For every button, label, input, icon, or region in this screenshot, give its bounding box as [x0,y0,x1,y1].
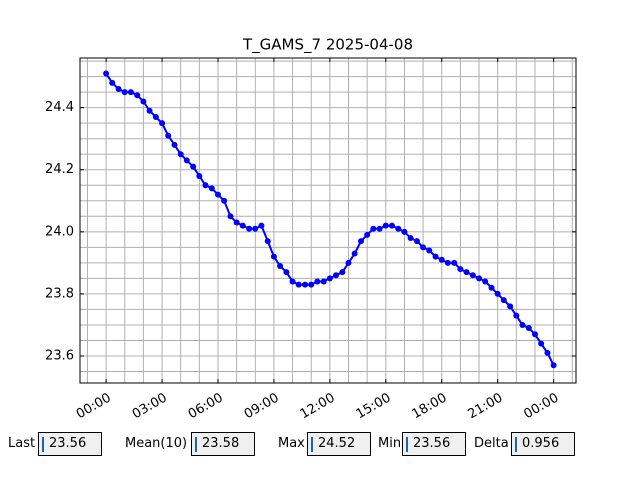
data-point [525,325,532,332]
y-tick-label: 23.6 [45,348,74,363]
data-point [351,250,358,257]
stat-value: 24.52 [307,432,371,456]
chart-title: T_GAMS_7 2025-04-08 [242,36,413,55]
data-point [519,321,526,328]
background [0,0,640,425]
data-point [401,228,408,235]
data-point [333,272,340,279]
data-point [233,219,240,226]
data-point [488,284,495,291]
data-point [382,222,389,229]
data-point [339,269,346,276]
data-point [146,107,153,114]
data-point [457,266,464,273]
stat-label: Mean(10) [125,436,188,451]
data-point [109,79,116,86]
data-point [544,349,551,356]
data-point [121,89,128,96]
data-point [202,182,209,189]
data-point [289,278,296,285]
data-point [364,231,371,238]
data-point [494,290,501,297]
stat-label: Min [378,436,402,451]
data-point [326,275,333,282]
data-point [171,141,178,148]
data-point [152,113,159,120]
data-point [283,269,290,276]
data-point [507,303,514,310]
data-point [463,269,470,276]
data-point [264,238,271,245]
data-point [239,222,246,229]
data-point [538,340,545,347]
data-point [444,259,451,266]
y-tick-label: 24.0 [45,224,74,239]
data-point [115,86,122,93]
data-point [320,278,327,285]
data-point [208,185,215,192]
stat-value: 23.56 [38,432,102,456]
data-point [438,256,445,263]
stat-label: Delta [474,436,509,451]
stat-label: Max [278,436,305,451]
data-point [165,132,172,139]
data-point [432,253,439,260]
data-point [227,213,234,220]
data-point [190,163,197,170]
data-point [159,120,166,127]
chart: T_GAMS_7 2025-04-08 23.6 23.8 24.0 24.2 24.4… [0,0,640,425]
data-point [550,362,557,369]
data-point [277,262,284,269]
data-point [258,222,265,229]
data-point [358,238,365,245]
y-tick-label: 24.4 [45,100,74,115]
data-point [314,278,321,285]
data-point [469,272,476,279]
data-point [308,281,315,288]
data-point [246,225,253,232]
data-point [183,157,190,164]
data-point [196,172,203,179]
data-point [407,235,414,242]
stat-value: 23.56 [402,432,466,456]
data-point [345,259,352,266]
data-point [214,191,221,198]
data-point [140,98,147,105]
data-point [531,331,538,338]
data-point [270,253,277,260]
data-point [500,297,507,304]
y-tick-label: 24.2 [45,162,74,177]
plot-frame [79,57,577,384]
data-point [295,281,302,288]
data-point [302,281,309,288]
data-point [420,244,427,251]
data-point [252,225,259,232]
data-point [426,247,433,254]
data-point [476,275,483,282]
data-point [395,225,402,232]
data-point [177,151,184,158]
stat-value: 23.58 [191,432,255,456]
data-point [482,278,489,285]
data-point [376,225,383,232]
data-point [388,222,395,229]
data-point [513,312,520,319]
stat-label: Last [8,436,36,451]
data-point [127,89,134,96]
data-point [451,259,458,266]
data-point [103,70,110,77]
data-point [370,225,377,232]
data-point [221,197,228,204]
data-point [134,92,141,99]
stat-value: 0.956 [511,432,575,456]
y-tick-label: 23.8 [45,286,74,301]
data-point [413,238,420,245]
